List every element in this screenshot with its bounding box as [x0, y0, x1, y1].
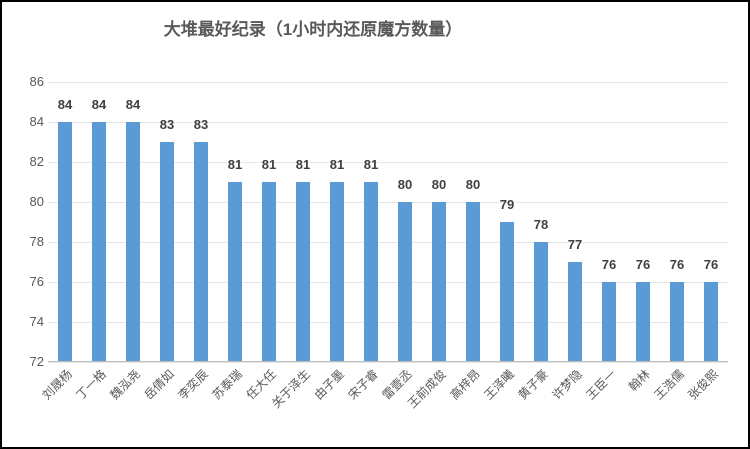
- x-axis-line: [48, 361, 728, 362]
- bar: [296, 182, 310, 362]
- y-tick-label: 84: [29, 114, 44, 129]
- bar-value-label: 80: [465, 177, 481, 192]
- bar: [670, 282, 684, 362]
- bar-value-label: 81: [363, 157, 379, 172]
- bar: [602, 282, 616, 362]
- bar: [126, 122, 140, 362]
- bar-value-label: 84: [57, 97, 73, 112]
- bar-value-label: 83: [159, 117, 175, 132]
- y-tick-label: 72: [29, 354, 44, 369]
- bar-value-label: 81: [261, 157, 277, 172]
- y-tick-label: 80: [29, 194, 44, 209]
- y-tick-label: 78: [29, 234, 44, 249]
- bar: [568, 262, 582, 362]
- bar: [466, 202, 480, 362]
- bar: [194, 142, 208, 362]
- bar-value-label: 76: [601, 257, 617, 272]
- gridline: [48, 162, 728, 163]
- bar-value-label: 84: [91, 97, 107, 112]
- bar-value-label: 81: [295, 157, 311, 172]
- bar: [364, 182, 378, 362]
- bar-value-label: 80: [397, 177, 413, 192]
- bar: [58, 122, 72, 362]
- bar: [636, 282, 650, 362]
- bar: [262, 182, 276, 362]
- gridline: [48, 122, 728, 123]
- gridline: [48, 362, 728, 363]
- bar: [92, 122, 106, 362]
- bar-value-label: 81: [329, 157, 345, 172]
- bar: [432, 202, 446, 362]
- bar: [228, 182, 242, 362]
- bar-value-label: 76: [635, 257, 651, 272]
- bar-value-label: 79: [499, 197, 515, 212]
- chart-title: 大堆最好纪录（1小时内还原魔方数量）: [163, 20, 463, 39]
- bar-value-label: 83: [193, 117, 209, 132]
- gridline: [48, 202, 728, 203]
- bar-value-label: 84: [125, 97, 141, 112]
- y-tick-label: 74: [29, 314, 44, 329]
- bar-value-label: 77: [567, 237, 583, 252]
- y-tick-label: 86: [29, 74, 44, 89]
- bar-value-label: 78: [533, 217, 549, 232]
- bar-value-label: 76: [669, 257, 685, 272]
- bar-value-label: 80: [431, 177, 447, 192]
- gridline: [48, 242, 728, 243]
- y-tick-label: 82: [29, 154, 44, 169]
- bar: [500, 222, 514, 362]
- bar: [534, 242, 548, 362]
- bar: [704, 282, 718, 362]
- gridline: [48, 82, 728, 83]
- y-tick-label: 76: [29, 274, 44, 289]
- plot-area: 84 84 84 83 83 81 81 81 81 81 80 80 80 79 78 77 76 76 76 76: [48, 82, 728, 363]
- bar-value-label: 76: [703, 257, 719, 272]
- gridline: [48, 282, 728, 283]
- bar: [398, 202, 412, 362]
- gridline: [48, 322, 728, 323]
- bar-value-label: 81: [227, 157, 243, 172]
- bar: [160, 142, 174, 362]
- bar: [330, 182, 344, 362]
